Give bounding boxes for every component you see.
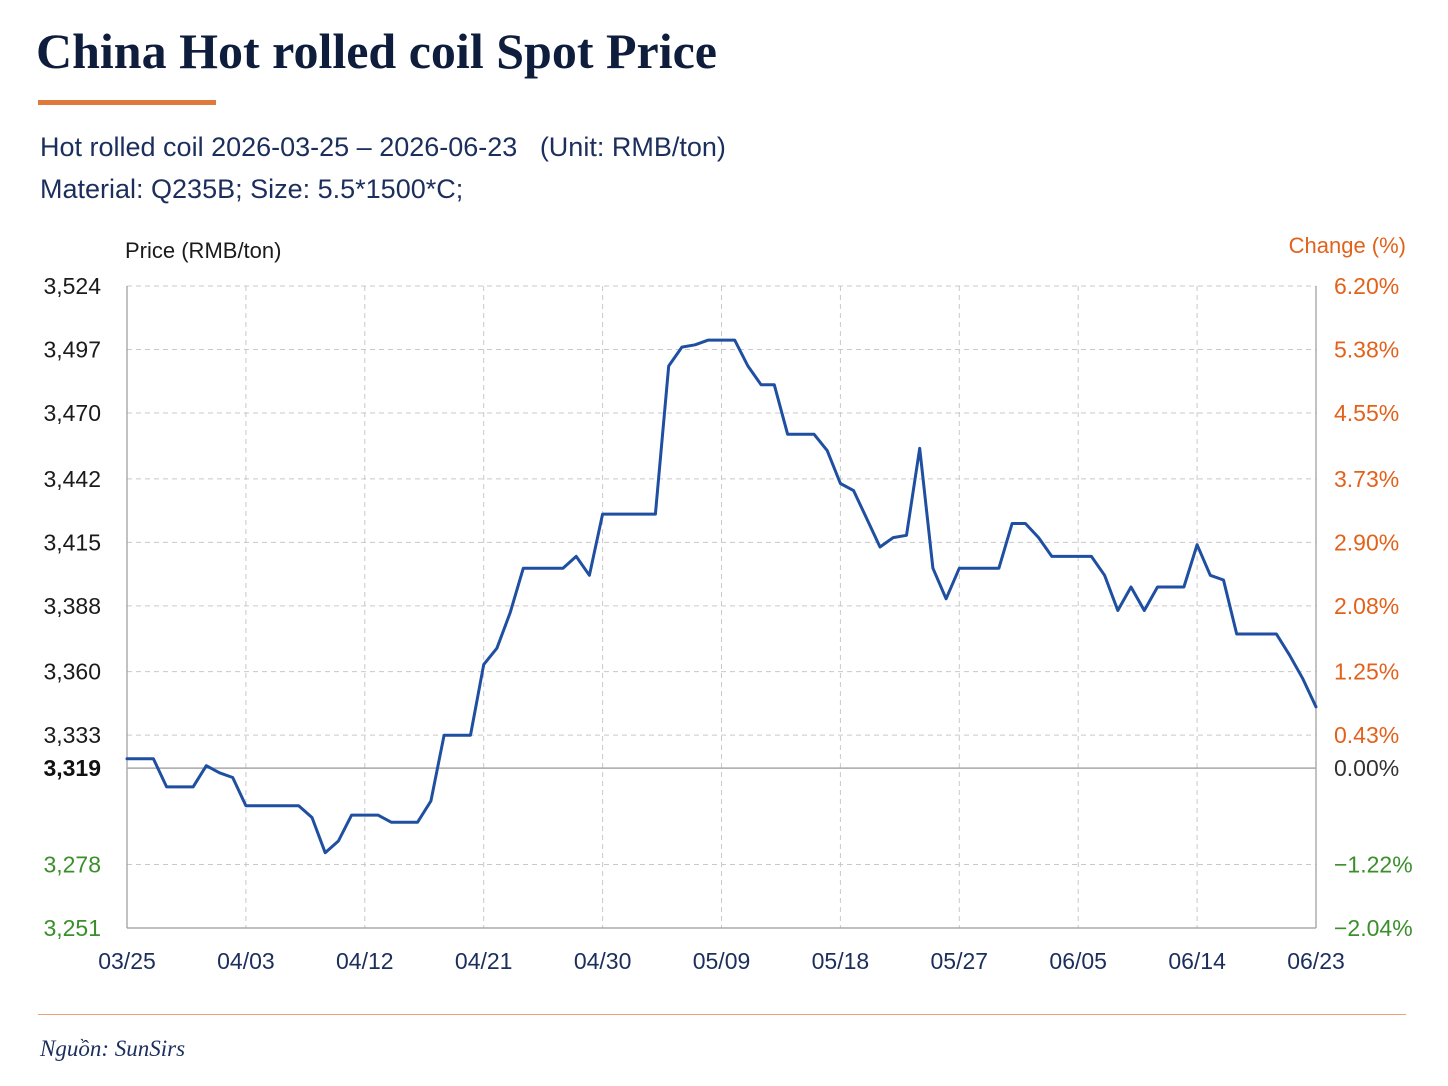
x-tick-label: 04/12 [336,948,394,974]
chart-axes [126,286,1317,929]
y-tick-pct-label: 1.25% [1334,659,1399,685]
y-tick-label: 3,251 [43,915,101,941]
y-tick-pct-label: 4.55% [1334,400,1399,426]
x-tick-label: 04/30 [574,948,632,974]
y-tick-label: 3,497 [43,336,101,362]
baseline-pct-label: 0.00% [1334,755,1399,781]
title-underline [38,100,216,105]
y-tick-pct-label: 0.43% [1334,722,1399,748]
y-tick-label: 3,524 [43,273,101,299]
x-tick-label: 03/25 [98,948,156,974]
y-tick-pct-label: 5.38% [1334,336,1399,362]
y-tick-label: 3,360 [43,659,101,685]
y-tick-label: 3,278 [43,852,101,878]
y-axis-right-labels: 6.20% 5.38% 4.55% 3.73% 2.90% 2.08% 1.25% 0.43%… [1334,273,1413,941]
source-note: Nguồn: SunSirs [40,1036,186,1061]
chart-subtitle-material: Material: Q235B; Size: 5.5*1500*C; [40,174,464,204]
x-tick-label: 04/03 [217,948,275,974]
x-tick-label: 06/05 [1049,948,1107,974]
y-tick-label: 3,470 [43,400,101,426]
y-tick-label: 3,442 [43,466,101,492]
price-line-chart: 3,524 3,497 3,470 3,442 3,415 3,388 3,360 3,333… [43,233,1413,974]
y-tick-label: 3,415 [43,529,101,555]
x-tick-label: 05/18 [812,948,870,974]
x-tick-label: 05/09 [693,948,751,974]
chart-grid [127,285,1316,929]
y-tick-pct-label: 3.73% [1334,466,1399,492]
y-tick-pct-label: 2.08% [1334,593,1399,619]
x-tick-label: 06/23 [1287,948,1345,974]
y-tick-pct-label: 6.20% [1334,273,1399,299]
y-tick-pct-label: −1.22% [1334,852,1413,878]
y-tick-pct-label: 2.90% [1334,529,1399,555]
price-line [125,338,1318,855]
x-tick-label: 05/27 [931,948,989,974]
x-axis-labels: 03/25 04/03 04/12 04/21 04/30 05/09 05/18 05/27… [98,948,1345,974]
price-series [125,338,1318,855]
chart-subtitle-period: Hot rolled coil 2026-03-25 – 2026-06-23 … [40,132,726,162]
y-axis-left-labels: 3,524 3,497 3,470 3,442 3,415 3,388 3,360 3,333… [43,273,101,941]
y-tick-label: 3,333 [43,722,101,748]
y-tick-pct-label: −2.04% [1334,915,1413,941]
x-tick-label: 04/21 [455,948,513,974]
footer-divider [38,1014,1406,1015]
y-tick-label: 3,388 [43,593,101,619]
x-tick-label: 06/14 [1168,948,1226,974]
baseline-label: 3,319 [43,755,101,781]
chart-title: China Hot rolled coil Spot Price [36,23,717,79]
y-axis-right-title: Change (%) [1289,233,1406,258]
y-axis-left-title: Price (RMB/ton) [125,238,281,263]
